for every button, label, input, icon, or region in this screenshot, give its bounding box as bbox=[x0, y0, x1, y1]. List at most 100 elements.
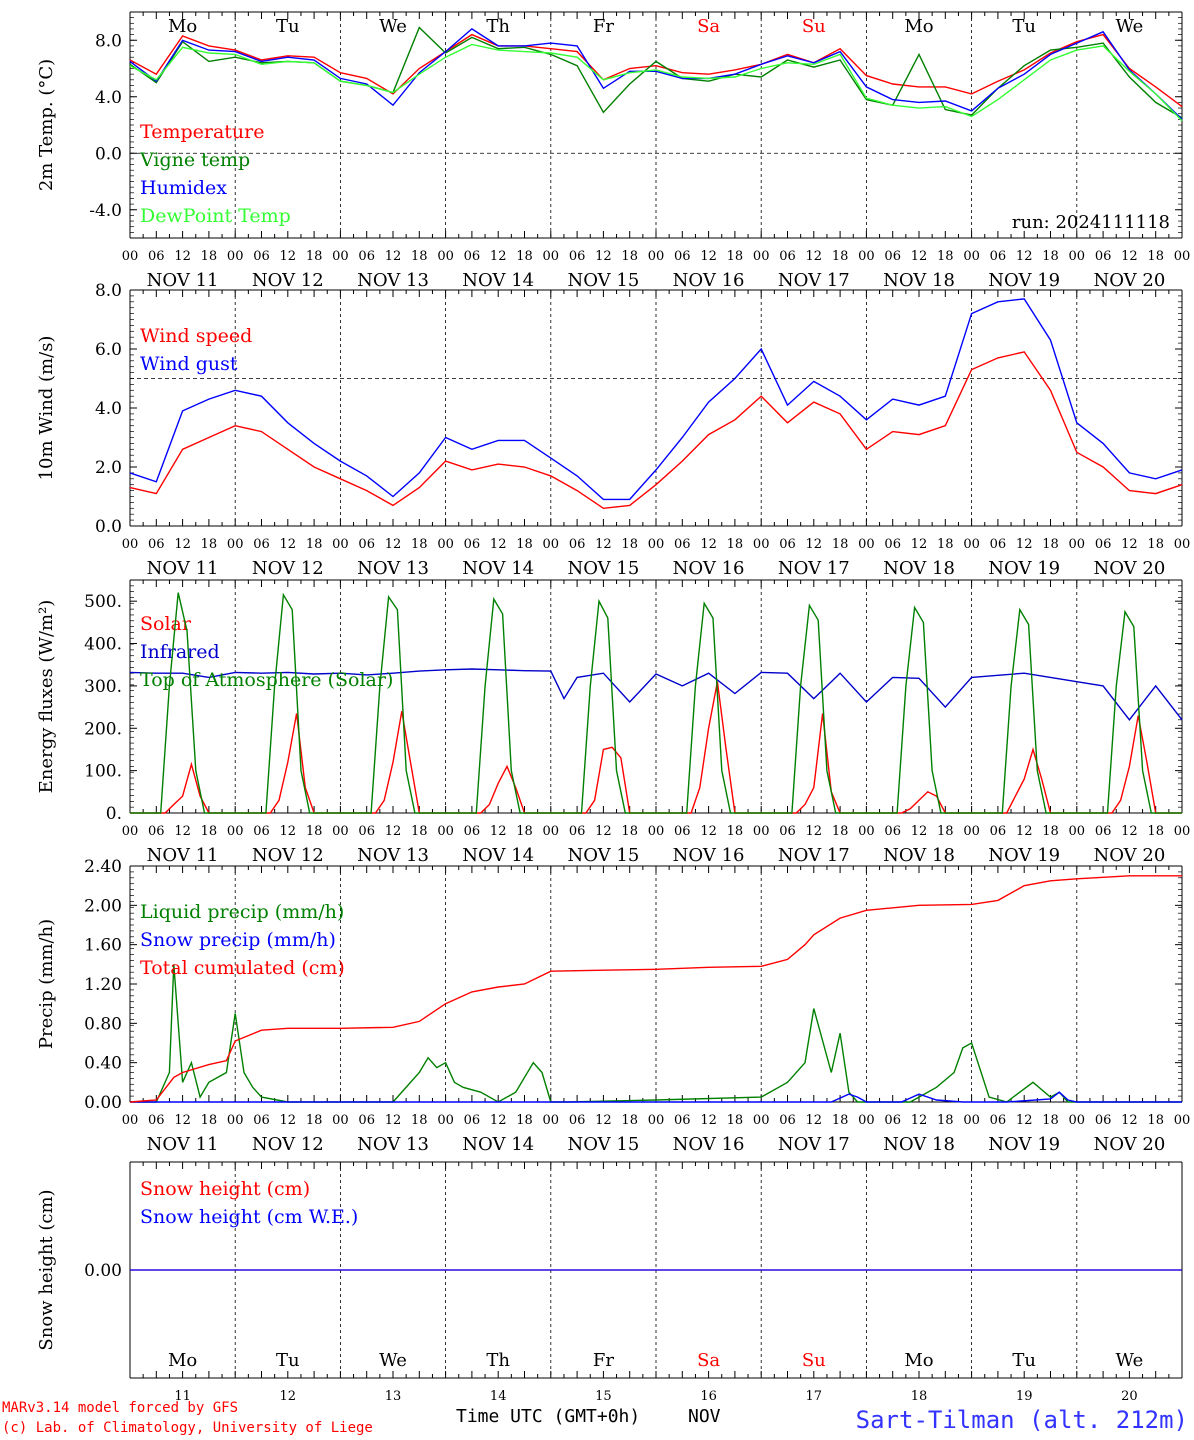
day-number-label: 15 bbox=[595, 1389, 612, 1404]
legend-entry: Snow height (cm) bbox=[140, 1178, 310, 1200]
hour-label: 18 bbox=[937, 249, 954, 264]
hour-label: 06 bbox=[148, 249, 165, 264]
hour-label: 18 bbox=[832, 537, 849, 552]
y-axis-label: Energy fluxes (W/m²) bbox=[36, 600, 57, 794]
date-label: NOV 14 bbox=[462, 1134, 534, 1155]
hour-label: 00 bbox=[1174, 1113, 1191, 1128]
date-label: NOV 12 bbox=[252, 270, 324, 291]
hour-label: 06 bbox=[253, 824, 270, 839]
series-line-3-3 bbox=[130, 592, 1182, 814]
hour-label: 00 bbox=[1069, 249, 1086, 264]
date-label: NOV 19 bbox=[988, 270, 1060, 291]
hour-label: 12 bbox=[595, 537, 612, 552]
hour-label: 00 bbox=[648, 1113, 665, 1128]
y-tick-label: 0.40 bbox=[84, 1054, 122, 1074]
day-number-label: 18 bbox=[911, 1389, 928, 1404]
run-annotation: run: 2024111118 bbox=[1012, 212, 1170, 233]
date-label: NOV 12 bbox=[252, 1134, 324, 1155]
hour-label: 12 bbox=[490, 1113, 507, 1128]
hour-label: 06 bbox=[253, 537, 270, 552]
panels: 8.0 4.0 0.0 -4.0 2m Temp. (°C) Temperature Vig… bbox=[36, 11, 1191, 1404]
hour-label: 12 bbox=[280, 1113, 297, 1128]
legend-entry: Snow precip (mm/h) bbox=[140, 929, 336, 951]
panel-3: 500. 400. 300. 200. 100. 0. Energy fluxes (W/m… bbox=[36, 579, 1191, 866]
hour-label: 00 bbox=[437, 537, 454, 552]
hour-label: 06 bbox=[990, 1113, 1007, 1128]
hour-label: 06 bbox=[358, 249, 375, 264]
weekday-label: Th bbox=[486, 1350, 510, 1371]
hour-label: 18 bbox=[1147, 824, 1164, 839]
hour-label: 18 bbox=[937, 537, 954, 552]
hour-label: 00 bbox=[753, 249, 770, 264]
hour-label: 18 bbox=[727, 249, 744, 264]
hour-label: 12 bbox=[490, 824, 507, 839]
hour-label: 18 bbox=[832, 824, 849, 839]
y-tick-label: 1.60 bbox=[84, 936, 122, 956]
y-axis-label: 2m Temp. (°C) bbox=[36, 59, 57, 191]
date-label: NOV 18 bbox=[883, 1134, 955, 1155]
hour-label: 18 bbox=[1042, 1113, 1059, 1128]
hour-label: 12 bbox=[595, 1113, 612, 1128]
hour-label: 00 bbox=[858, 824, 875, 839]
hour-label: 06 bbox=[569, 824, 586, 839]
y-tick-label: 0.00 bbox=[84, 1093, 122, 1113]
panel-4: 2.40 2.00 1.60 1.20 0.80 0.40 0.00 Precip (mm/h… bbox=[36, 857, 1190, 1155]
hour-label: 12 bbox=[1121, 249, 1138, 264]
hour-label: 18 bbox=[727, 824, 744, 839]
date-label: NOV 15 bbox=[567, 558, 639, 579]
legend-entry: Infrared bbox=[140, 641, 220, 663]
hour-label: 18 bbox=[1042, 537, 1059, 552]
hour-label: 18 bbox=[621, 249, 638, 264]
hour-label: 00 bbox=[648, 824, 665, 839]
hour-label: 18 bbox=[411, 824, 428, 839]
legend-entry: Top of Atmosphere (Solar) bbox=[140, 669, 393, 691]
y-tick-label: 6.0 bbox=[95, 340, 122, 360]
hour-label: 00 bbox=[543, 249, 560, 264]
hour-label: 12 bbox=[174, 249, 191, 264]
weekday-label: Fr bbox=[593, 1350, 614, 1371]
hour-label: 06 bbox=[464, 249, 481, 264]
hour-label: 12 bbox=[174, 824, 191, 839]
day-number-label: 19 bbox=[1016, 1389, 1033, 1404]
hour-label: 00 bbox=[858, 1113, 875, 1128]
series-line-1-4 bbox=[129, 43, 1183, 122]
hour-label: 00 bbox=[1174, 824, 1191, 839]
hour-label: 00 bbox=[963, 1113, 980, 1128]
day-number-label: 16 bbox=[700, 1389, 717, 1404]
y-tick-label: 4.0 bbox=[95, 399, 122, 419]
date-label: NOV 18 bbox=[883, 270, 955, 291]
y-axis-label: Snow height (cm) bbox=[36, 1189, 57, 1350]
footer: MARv3.14 model forced by GFS (c) Lab. of… bbox=[2, 1400, 1188, 1436]
hour-label: 12 bbox=[1121, 537, 1138, 552]
date-label: NOV 11 bbox=[147, 558, 219, 579]
hour-label: 12 bbox=[280, 824, 297, 839]
hour-label: 00 bbox=[753, 1113, 770, 1128]
weekday-label: Mo bbox=[904, 16, 933, 37]
series-line-2-1 bbox=[129, 351, 1183, 510]
hour-label: 12 bbox=[911, 1113, 928, 1128]
date-label: NOV 16 bbox=[673, 270, 745, 291]
hour-label: 18 bbox=[621, 537, 638, 552]
date-label: NOV 14 bbox=[462, 270, 534, 291]
hour-label: 06 bbox=[884, 1113, 901, 1128]
day-number-label: 11 bbox=[174, 1389, 191, 1404]
date-label: NOV 17 bbox=[778, 845, 850, 866]
hour-label: 18 bbox=[411, 1113, 428, 1128]
date-label: NOV 16 bbox=[673, 845, 745, 866]
day-number-label: 17 bbox=[806, 1389, 823, 1404]
time-axis: 00 06 12 18 NOV 11 00 06 12 18 NOV 12 00 06 12 18 NOV … bbox=[122, 249, 1191, 291]
hour-label: 18 bbox=[621, 824, 638, 839]
day-number-label: 12 bbox=[280, 1389, 297, 1404]
hour-label: 06 bbox=[464, 824, 481, 839]
hour-label: 12 bbox=[385, 1113, 402, 1128]
y-axis-label: Precip (mm/h) bbox=[36, 919, 57, 1049]
hour-label: 12 bbox=[280, 249, 297, 264]
hour-label: 00 bbox=[332, 249, 349, 264]
legend-entry: Vigne temp bbox=[139, 149, 250, 171]
hour-label: 00 bbox=[1174, 537, 1191, 552]
hour-label: 12 bbox=[806, 537, 823, 552]
hour-label: 06 bbox=[884, 824, 901, 839]
day-number-label: 13 bbox=[385, 1389, 402, 1404]
hour-label: 06 bbox=[569, 1113, 586, 1128]
